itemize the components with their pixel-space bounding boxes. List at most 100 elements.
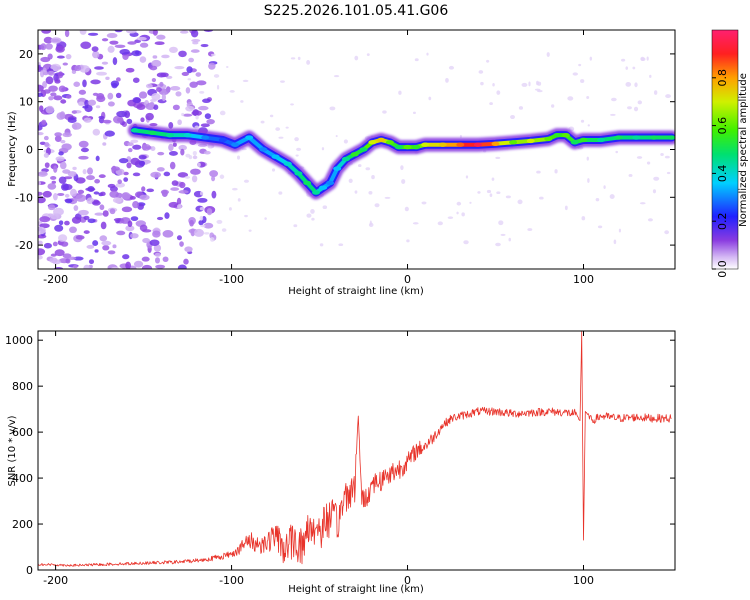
noise-blob xyxy=(221,228,227,232)
noise-blob xyxy=(139,56,147,63)
spectrogram-y-tick-label: -20 xyxy=(15,239,33,252)
noise-blob xyxy=(54,135,62,142)
noise-blob xyxy=(83,215,90,220)
ridge-point xyxy=(294,171,303,176)
noise-blob xyxy=(95,105,101,109)
noise-blob xyxy=(463,240,469,245)
ridge-point xyxy=(456,142,465,147)
noise-blob xyxy=(528,81,531,87)
noise-blob xyxy=(112,57,118,66)
noise-blob xyxy=(329,106,336,111)
noise-blob xyxy=(486,189,492,194)
noise-blob xyxy=(153,104,159,110)
noise-blob xyxy=(87,32,99,36)
noise-blob xyxy=(637,100,643,105)
noise-blob xyxy=(572,72,578,76)
noise-blob xyxy=(109,185,118,192)
noise-blob xyxy=(232,187,238,191)
noise-blob xyxy=(285,126,289,129)
noise-blob xyxy=(176,204,182,209)
snr-series-line xyxy=(38,331,672,567)
noise-blob xyxy=(43,152,49,158)
ridge-point xyxy=(312,190,321,195)
noise-blob xyxy=(269,114,274,118)
noise-blob xyxy=(67,117,77,123)
ridge-point xyxy=(303,180,312,186)
noise-blob xyxy=(184,176,191,179)
noise-blob xyxy=(38,191,43,196)
noise-blob xyxy=(597,225,603,229)
noise-blob xyxy=(191,175,198,183)
noise-blob xyxy=(130,233,139,239)
noise-blob xyxy=(75,194,87,202)
noise-blob xyxy=(136,36,147,41)
noise-blob xyxy=(202,98,211,104)
noise-blob xyxy=(41,119,47,126)
noise-blob xyxy=(127,41,137,45)
noise-blob xyxy=(478,70,484,74)
noise-blob xyxy=(136,104,146,110)
noise-blob xyxy=(170,187,180,191)
noise-blob xyxy=(168,201,180,208)
noise-blob xyxy=(456,201,462,206)
noise-blob xyxy=(156,167,165,172)
noise-blob xyxy=(71,122,82,130)
noise-blob xyxy=(150,98,157,102)
noise-blob xyxy=(199,90,205,94)
noise-blob xyxy=(152,55,158,59)
spectrogram-x-tick-label: 100 xyxy=(573,273,594,286)
noise-blob xyxy=(335,134,338,138)
noise-blob xyxy=(595,197,600,202)
noise-blob xyxy=(177,119,182,126)
noise-blob xyxy=(200,43,209,48)
noise-blob xyxy=(178,190,189,194)
noise-blob xyxy=(58,176,67,184)
ridge-point xyxy=(667,135,675,140)
noise-blob xyxy=(168,121,174,129)
noise-blob xyxy=(567,96,574,101)
colorbar-ticks: 0.0 0.2 0.4 0.6 0.8 xyxy=(712,69,729,278)
noise-blob xyxy=(45,105,55,114)
noise-blob xyxy=(98,174,106,179)
noise-blob xyxy=(133,260,144,268)
spectrogram-y-label: Frequency (Hz) xyxy=(7,111,18,187)
noise-blob xyxy=(171,180,179,186)
noise-blob xyxy=(62,62,69,66)
noise-blob xyxy=(54,79,61,84)
noise-blob xyxy=(38,132,44,136)
noise-blob xyxy=(290,57,296,60)
noise-blob xyxy=(102,245,110,251)
noise-blob xyxy=(321,147,325,151)
noise-blob xyxy=(486,59,490,63)
noise-blob xyxy=(149,101,155,108)
colorbar-tick-label: 0.8 xyxy=(716,69,729,87)
noise-blob xyxy=(47,183,57,190)
noise-blob xyxy=(39,216,51,223)
noise-blob xyxy=(496,90,501,95)
noise-blob xyxy=(236,155,241,160)
colorbar-tick-label: 0.0 xyxy=(716,260,729,278)
noise-blob xyxy=(111,82,118,89)
noise-blob xyxy=(50,37,62,44)
noise-blob xyxy=(172,142,177,147)
noise-blob xyxy=(196,80,207,86)
noise-blob xyxy=(52,241,58,247)
noise-blob xyxy=(38,248,46,256)
noise-blob xyxy=(45,43,53,50)
noise-blob xyxy=(185,153,191,158)
ridge-point xyxy=(553,132,562,138)
noise-blob xyxy=(366,53,370,57)
noise-blob xyxy=(138,154,147,160)
ridge-point xyxy=(341,156,350,162)
noise-blob xyxy=(70,188,77,197)
noise-blob xyxy=(142,238,151,244)
noise-blob xyxy=(153,244,162,252)
noise-blob xyxy=(295,154,299,157)
noise-blob xyxy=(210,53,216,57)
noise-blob xyxy=(539,196,544,200)
noise-blob xyxy=(627,106,632,110)
noise-blob xyxy=(40,43,47,51)
noise-blob xyxy=(216,219,223,224)
noise-blob xyxy=(319,243,324,247)
